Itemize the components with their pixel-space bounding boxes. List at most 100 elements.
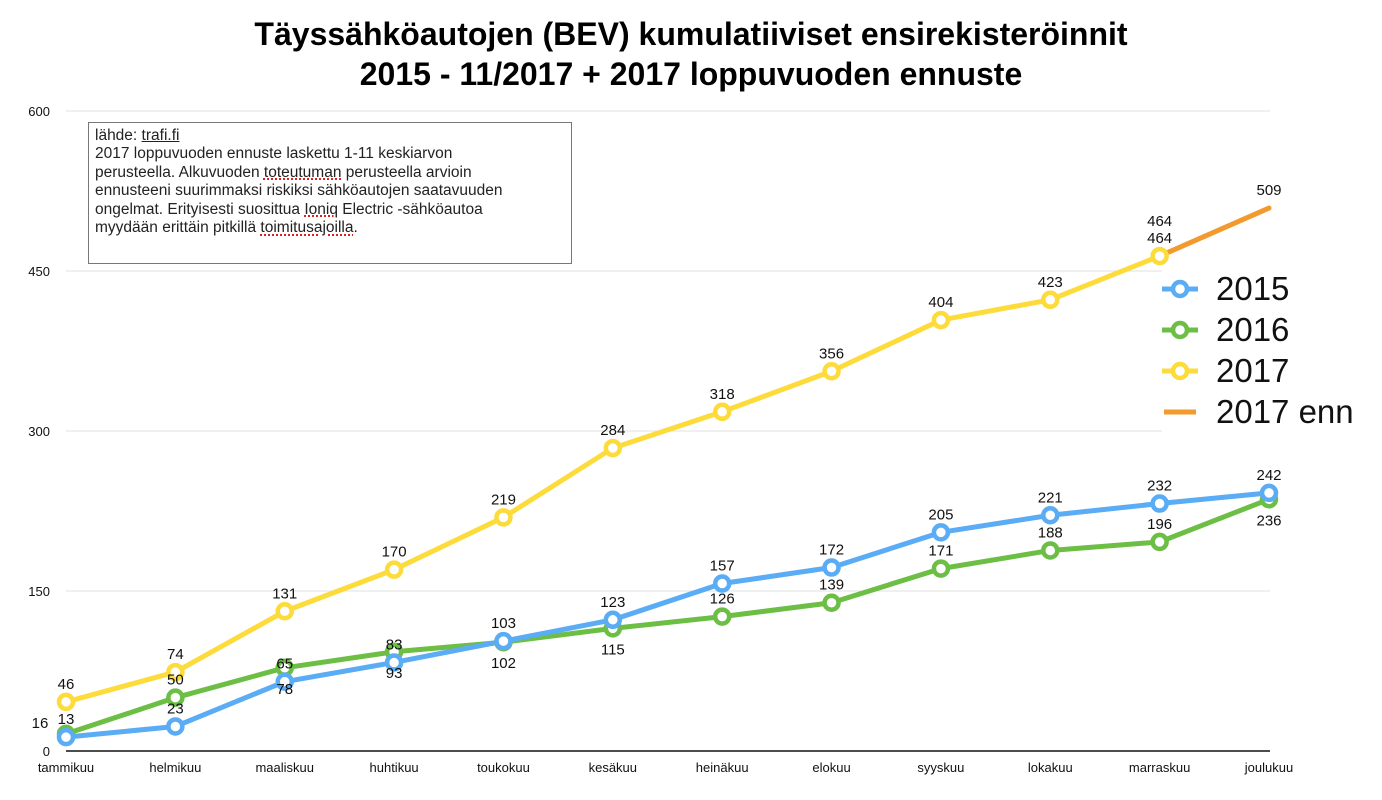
note-text: Electric -sähköautoa <box>337 200 483 218</box>
data-label: 242 <box>1256 467 1281 484</box>
data-label: 46 <box>58 676 75 693</box>
note-text: perusteella arvioin <box>341 163 472 181</box>
series-markers <box>56 246 1279 747</box>
source-prefix: lähde: <box>95 127 142 144</box>
data-point <box>822 558 841 577</box>
data-label: 170 <box>382 544 407 561</box>
legend: 2015 2016 2017 2017 enn <box>1162 268 1372 432</box>
legend-label: 2017 <box>1216 351 1290 389</box>
gridlines <box>66 110 1270 592</box>
data-label: 236 <box>1256 512 1281 529</box>
legend-label: 2017 enn <box>1216 392 1354 430</box>
data-label: 16 <box>32 715 49 732</box>
data-label: 139 <box>819 577 844 594</box>
x-tick-label: helmikuu <box>149 760 201 775</box>
note-text: . <box>353 219 358 237</box>
data-label: 103 <box>491 615 516 632</box>
data-label: 318 <box>710 386 735 403</box>
note-text: ongelmat. Erityisesti suosittua <box>95 200 305 218</box>
data-label: 115 <box>601 641 625 658</box>
legend-line-icon <box>1162 402 1198 422</box>
data-label: 509 <box>1256 182 1281 199</box>
data-point <box>384 560 404 579</box>
data-label: 171 <box>928 543 953 560</box>
data-label: 172 <box>819 542 844 559</box>
data-point <box>56 692 76 712</box>
y-tick-label: 600 <box>28 104 50 119</box>
legend-label: 2015 <box>1216 269 1290 307</box>
note-text: myydään erittäin pitkillä <box>95 219 261 237</box>
data-label: 404 <box>928 294 953 311</box>
x-tick-label: maaliskuu <box>255 760 314 775</box>
series-lines <box>63 205 1272 740</box>
spellcheck-word: toimitusajoilla <box>260 219 354 237</box>
data-point <box>166 717 185 736</box>
legend-marker-icon <box>1162 320 1198 340</box>
data-label: 74 <box>167 646 184 663</box>
data-label: 123 <box>600 594 625 611</box>
x-tick-label: huhtikuu <box>370 760 419 775</box>
note-text: perusteella. Alkuvuoden <box>95 163 264 181</box>
data-label: 284 <box>600 422 625 439</box>
x-tick-label: joulukuu <box>1244 760 1293 775</box>
series-line-2017-enn <box>1157 205 1272 259</box>
x-tick-label: heinäkuu <box>696 760 749 775</box>
data-label: 196 <box>1147 516 1172 533</box>
legend-marker-icon <box>1162 361 1198 381</box>
source-note: lähde: trafi.fi 2017 loppuvuoden ennuste… <box>88 122 572 264</box>
x-tick-label: lokakuu <box>1028 760 1073 775</box>
data-label: 93 <box>386 665 403 682</box>
legend-item-2017-enn[interactable]: 2017 enn <box>1162 391 1372 432</box>
data-point <box>1150 532 1169 552</box>
note-line-3: ennusteeni suurimmaksi riskiksi sähköaut… <box>95 182 565 200</box>
data-point <box>166 688 185 707</box>
data-point <box>822 593 841 612</box>
x-tick-label: marraskuu <box>1129 760 1190 775</box>
data-point <box>712 574 732 593</box>
data-label: 65 <box>276 656 293 673</box>
data-label: 13 <box>58 711 75 728</box>
data-label: 157 <box>710 558 735 575</box>
data-label: 221 <box>1038 489 1063 506</box>
spellcheck-word: toteutuman <box>263 163 342 181</box>
data-point <box>931 559 951 578</box>
data-label: 188 <box>1038 524 1063 541</box>
y-tick-label: 0 <box>43 744 50 759</box>
data-label: 464 <box>1147 213 1172 230</box>
x-tick-label: kesäkuu <box>589 760 637 775</box>
legend-marker-icon <box>1162 279 1198 299</box>
source-line: lähde: trafi.fi <box>95 127 565 145</box>
data-label: 219 <box>491 491 516 508</box>
data-point <box>1041 541 1060 560</box>
x-tick-label: tammikuu <box>38 760 94 775</box>
data-point <box>1041 506 1060 525</box>
data-label: 126 <box>710 591 735 608</box>
data-label: 83 <box>386 636 403 653</box>
data-label: 78 <box>276 681 293 698</box>
data-label: 23 <box>167 700 184 717</box>
x-tick-label: toukokuu <box>477 760 530 775</box>
legend-item-2016[interactable]: 2016 <box>1162 309 1372 350</box>
note-line-1: 2017 loppuvuoden ennuste laskettu 1-11 k… <box>95 145 565 163</box>
spellcheck-word: Ioniq <box>304 200 338 218</box>
data-label: 205 <box>928 506 953 523</box>
data-point <box>1041 290 1060 310</box>
note-line-4: ongelmat. Erityisesti suosittua Ioniq El… <box>95 201 565 219</box>
source-link[interactable]: trafi.fi <box>141 127 180 144</box>
data-label: 131 <box>272 585 297 602</box>
data-point <box>494 631 513 651</box>
data-label: 50 <box>167 672 184 689</box>
series-line-2015 <box>63 490 1272 740</box>
data-label: 232 <box>1147 478 1172 495</box>
legend-item-2015[interactable]: 2015 <box>1162 268 1372 309</box>
x-axis: tammikuu helmikuu maaliskuu huhtikuu toukoku… <box>38 750 1293 775</box>
data-label: 356 <box>819 345 844 362</box>
legend-item-2017[interactable]: 2017 <box>1162 350 1372 391</box>
data-point <box>712 402 732 422</box>
data-point <box>1150 246 1169 266</box>
data-point <box>166 662 185 682</box>
y-tick-label: 150 <box>28 584 50 599</box>
chart-title: Täyssähköautojen (BEV) kumulatiiviset en… <box>254 16 1128 52</box>
